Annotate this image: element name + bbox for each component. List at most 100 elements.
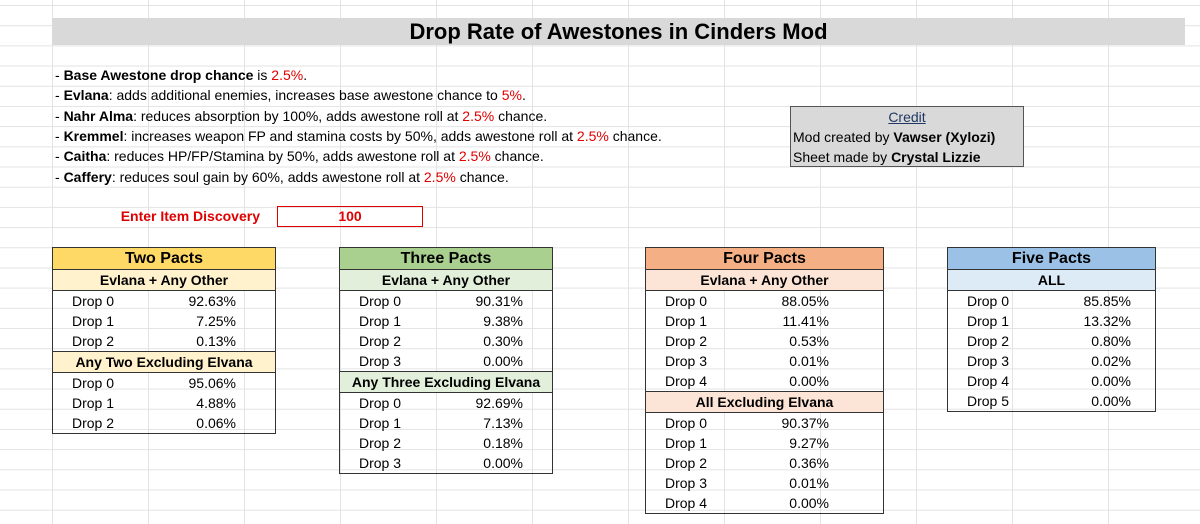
table-row: Drop 3 0.02% <box>948 351 1155 371</box>
section-title: Evlana + Any Other <box>340 270 552 291</box>
row-value: 0.18% <box>483 435 523 451</box>
row-label: Drop 0 <box>359 293 402 309</box>
text-segment: Base Awestone drop chance <box>63 67 254 83</box>
table-row: Drop 0 88.05% <box>646 291 883 311</box>
table-row: Drop 1 11.41% <box>646 311 883 331</box>
text-segment: . <box>303 67 308 83</box>
text-segment: Caitha <box>63 148 107 165</box>
row-label: Drop 2 <box>967 333 1010 349</box>
pact-table: Two Pacts Evlana + Any Other Drop 0 92.63% D… <box>52 247 276 434</box>
row-label: Drop 1 <box>72 395 115 411</box>
row-value: 4.88% <box>196 395 236 411</box>
text-segment: Sheet made by <box>793 149 892 165</box>
table-row: Drop 1 7.13% <box>340 413 552 433</box>
row-value: 0.00% <box>483 455 523 471</box>
text-segment: : reduces HP/FP/Stamina by 50%, adds awe… <box>106 148 459 165</box>
row-value: 9.38% <box>483 313 523 329</box>
row-value: 13.32% <box>1083 313 1131 329</box>
text-segment: Mod created by <box>793 129 894 145</box>
table-row: Drop 2 0.30% <box>340 331 552 351</box>
section-title: Evlana + Any Other <box>53 270 275 291</box>
table-row: Drop 1 9.27% <box>646 433 883 453</box>
pact-table: Three Pacts Evlana + Any Other Drop 0 90.31… <box>339 247 553 474</box>
table-row: Drop 4 0.00% <box>948 371 1155 391</box>
row-value: 0.80% <box>1091 333 1131 349</box>
row-value: 0.00% <box>1091 373 1131 389</box>
row-label: Drop 1 <box>359 313 402 329</box>
table-row: Drop 1 9.38% <box>340 311 552 331</box>
table-row: Drop 3 0.00% <box>340 351 552 371</box>
table-row: Drop 0 90.31% <box>340 291 552 311</box>
row-label: Drop 0 <box>665 415 708 431</box>
text-segment: : reduces soul gain by 60%, adds aweston… <box>111 168 424 185</box>
row-label: Drop 2 <box>72 415 115 431</box>
row-value: 92.69% <box>475 395 523 411</box>
row-value: 0.00% <box>789 495 829 511</box>
table-row: Drop 1 7.25% <box>53 311 275 331</box>
row-label: Drop 0 <box>72 293 115 309</box>
row-value: 0.00% <box>483 353 523 369</box>
pact-table: Four Pacts Evlana + Any Other Drop 0 88.05%… <box>645 247 884 514</box>
row-label: Drop 5 <box>967 393 1010 409</box>
text-segment: chance. <box>455 168 509 185</box>
text-segment: . <box>521 87 526 104</box>
row-value: 11.41% <box>782 313 829 329</box>
row-label: Drop 2 <box>72 333 115 349</box>
text-segment: is <box>253 67 272 83</box>
note-line: - Kremmel: increases weapon FP and stami… <box>55 126 662 146</box>
input-cell[interactable]: 100 <box>277 206 423 227</box>
row-value: 0.02% <box>1091 353 1131 369</box>
text-segment: 5% <box>501 87 522 104</box>
table-title: Five Pacts <box>948 248 1155 270</box>
credit-line: Sheet made by Crystal Lizzie <box>791 147 1023 167</box>
row-value: 0.01% <box>789 475 829 491</box>
text-segment: : adds additional enemies, increases bas… <box>108 87 502 104</box>
text-segment: Evlana <box>63 87 109 104</box>
sheet-title: Drop Rate of Awestones in Cinders Mod <box>52 18 1185 45</box>
section-title: All Excluding Elvana <box>646 391 883 413</box>
credit-box: Credit Mod created by Vawser (Xylozi) She… <box>790 106 1024 167</box>
text-segment: - <box>55 107 64 124</box>
row-label: Drop 3 <box>967 353 1010 369</box>
text-segment: chance. <box>608 127 662 144</box>
table-row: Drop 2 0.36% <box>646 453 883 473</box>
table-row: Drop 0 92.69% <box>340 393 552 413</box>
row-label: Drop 0 <box>72 375 115 391</box>
note-line: - Nahr Alma: reduces absorption by 100%,… <box>55 106 547 126</box>
table-row: Drop 3 0.00% <box>340 453 552 473</box>
section-title: ALL <box>948 270 1155 291</box>
text-segment: 2.5% <box>458 148 491 165</box>
row-label: Drop 4 <box>967 373 1010 389</box>
note-line: - Caffery: reduces soul gain by 60%, add… <box>55 167 509 187</box>
row-label: Drop 1 <box>72 313 115 329</box>
text-segment: - <box>55 148 64 165</box>
credit-line: Mod created by Vawser (Xylozi) <box>791 127 1023 147</box>
table-row: Drop 2 0.80% <box>948 331 1155 351</box>
table-row: Drop 3 0.01% <box>646 351 883 371</box>
table-title: Four Pacts <box>646 248 883 270</box>
section-title: Evlana + Any Other <box>646 270 883 291</box>
row-label: Drop 3 <box>665 353 708 369</box>
pact-table: Five Pacts ALL Drop 0 85.85% Drop 1 13.32% Dro… <box>947 247 1156 412</box>
row-value: 88.05% <box>781 293 829 309</box>
table-row: Drop 0 95.06% <box>53 373 275 393</box>
row-value: 0.30% <box>483 333 523 349</box>
row-label: Drop 3 <box>359 455 402 471</box>
table-row: Drop 0 85.85% <box>948 291 1155 311</box>
table-row: Drop 2 0.06% <box>53 413 275 433</box>
note-line: - Base Awestone drop chance is 2.5%. <box>55 65 307 85</box>
table-row: Drop 0 92.63% <box>53 291 275 311</box>
text-segment: Kremmel <box>63 127 124 144</box>
row-value: 0.13% <box>196 333 236 349</box>
row-label: Drop 2 <box>665 333 708 349</box>
row-label: Drop 2 <box>359 435 402 451</box>
text-segment: Crystal Lizzie <box>891 149 981 165</box>
row-value: 9.27% <box>789 435 829 451</box>
section-title: Any Two Excluding Elvana <box>53 351 275 373</box>
row-label: Drop 0 <box>967 293 1010 309</box>
row-value: 90.31% <box>475 293 523 309</box>
text-segment: - <box>55 127 64 144</box>
row-label: Drop 2 <box>665 455 708 471</box>
table-row: Drop 2 0.18% <box>340 433 552 453</box>
